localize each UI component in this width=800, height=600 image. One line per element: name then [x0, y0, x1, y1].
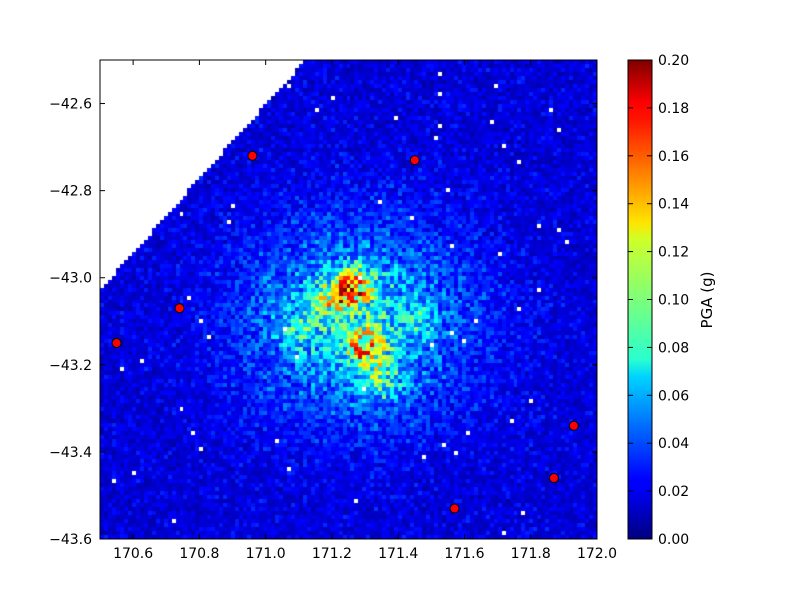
y-tick-label: −42.6 — [49, 97, 92, 113]
y-axis: −42.6 −42.8 −43.0 −43.2 −43.4 −43.6 — [49, 97, 597, 548]
colorbar-label: PGA (g) — [698, 272, 716, 329]
colorbar-tick-label: 0.02 — [658, 484, 689, 500]
station-marker — [111, 338, 122, 349]
x-tick-label: 171.4 — [378, 546, 418, 562]
colorbar-tick-label: 0.08 — [658, 340, 689, 356]
station-marker — [568, 420, 579, 431]
colorbar-axis: 0.00 0.02 0.04 0.06 0.08 0.10 0.12 0.14 0.16 0.18… — [628, 53, 689, 548]
stations-layer — [111, 150, 579, 514]
station-marker — [409, 155, 420, 166]
colorbar-tick-label: 0.14 — [658, 197, 689, 213]
y-tick-label: −43.0 — [49, 271, 92, 287]
x-tick-label: 171.0 — [246, 546, 286, 562]
y-tick-label: −43.2 — [49, 358, 92, 374]
colorbar-tick-label: 0.10 — [658, 293, 689, 309]
x-tick-label: 172.0 — [577, 546, 617, 562]
x-tick-label: 171.8 — [511, 546, 551, 562]
colorbar-tick-label: 0.20 — [658, 53, 689, 69]
station-marker — [548, 473, 559, 484]
colorbar-tick-label: 0.16 — [658, 149, 689, 165]
colorbar-tick-label: 0.12 — [658, 245, 689, 261]
x-axis: 170.6 170.8 171.0 171.2 171.4 171.6 171.8 172.0 — [113, 60, 617, 562]
pga-heatmap — [100, 60, 597, 539]
y-tick-label: −42.8 — [49, 184, 92, 200]
station-marker — [449, 503, 460, 514]
x-tick-label: 170.8 — [179, 546, 219, 562]
x-tick-label: 171.6 — [444, 546, 484, 562]
colorbar-tick-label: 0.06 — [658, 388, 689, 404]
plot-frame — [99, 59, 598, 540]
x-tick-label: 170.6 — [113, 546, 153, 562]
y-tick-label: −43.4 — [49, 445, 92, 461]
colorbar-tick-label: 0.04 — [658, 436, 689, 452]
colorbar-tick-label: 0.18 — [658, 101, 689, 117]
x-tick-label: 171.2 — [312, 546, 352, 562]
station-marker — [174, 303, 185, 314]
station-marker — [247, 150, 258, 161]
y-tick-label: −43.6 — [49, 532, 92, 548]
heatmap-layer — [100, 60, 597, 539]
colorbar-tick-label: 0.00 — [658, 532, 689, 548]
